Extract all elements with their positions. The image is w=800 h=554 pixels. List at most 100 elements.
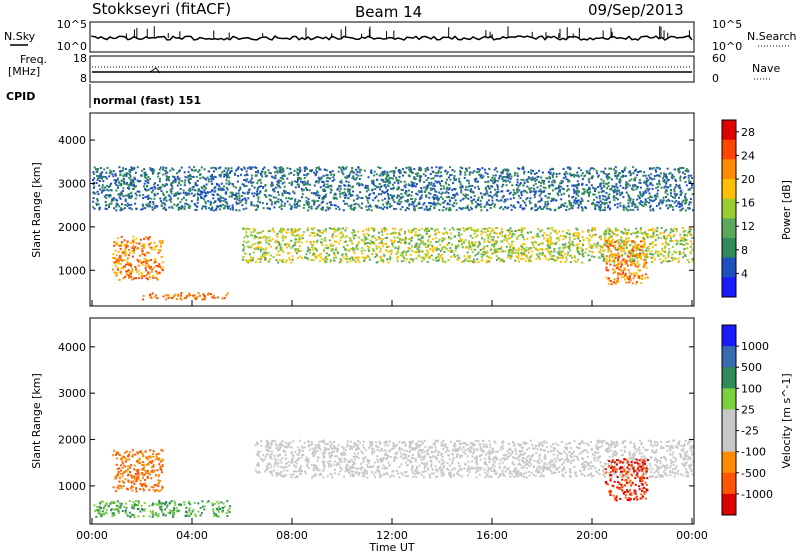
data-cell (424, 168, 427, 171)
data-cell (279, 244, 282, 246)
data-cell (631, 282, 634, 285)
data-cell (688, 227, 691, 230)
data-cell (575, 190, 577, 193)
data-cell (420, 191, 423, 194)
data-cell (420, 240, 423, 242)
data-cell (566, 185, 569, 187)
data-cell (590, 202, 593, 205)
data-cell (325, 180, 328, 183)
data-cell (611, 189, 614, 192)
data-cell (612, 272, 615, 274)
data-cell (598, 195, 601, 198)
data-cell (520, 248, 523, 251)
data-cell (219, 166, 222, 169)
data-cell (576, 247, 579, 250)
data-cell (594, 208, 597, 211)
data-cell (272, 256, 275, 259)
data-cell (646, 247, 649, 250)
data-cell (116, 268, 119, 271)
data-cell (201, 205, 204, 208)
data-cell (501, 185, 504, 188)
data-cell (461, 167, 464, 170)
data-cell (557, 194, 560, 197)
data-cell (324, 230, 327, 233)
data-cell (482, 175, 485, 178)
data-cell (518, 189, 521, 192)
data-cell (412, 202, 415, 205)
data-cell (210, 167, 213, 170)
data-cell (133, 247, 135, 250)
data-cell (555, 256, 558, 259)
data-cell (643, 203, 646, 206)
data-cell (238, 189, 241, 192)
data-cell (550, 255, 553, 258)
data-cell (633, 260, 636, 263)
data-cell (267, 251, 270, 254)
data-cell (429, 187, 432, 190)
data-cell (537, 176, 540, 178)
data-cell (448, 188, 450, 191)
data-cell (503, 239, 506, 241)
data-cell (201, 187, 204, 190)
data-cell (259, 185, 262, 188)
data-cell (408, 261, 411, 264)
data-cell (606, 197, 609, 200)
data-cell (370, 180, 373, 183)
data-cell (496, 251, 499, 254)
data-cell (414, 178, 417, 180)
data-cell (372, 180, 375, 183)
data-cell (202, 191, 204, 194)
data-cell (402, 195, 405, 198)
data-cell (630, 239, 633, 242)
data-cell (555, 237, 558, 240)
data-cell (575, 184, 578, 187)
data-cell (287, 197, 290, 200)
data-cell (365, 190, 368, 193)
data-cell (144, 235, 147, 238)
data-cell (206, 176, 209, 179)
data-cell (391, 245, 394, 248)
data-cell (379, 167, 382, 170)
data-cell (154, 257, 157, 260)
data-cell (332, 196, 335, 199)
data-cell (344, 193, 347, 196)
data-cell (488, 226, 491, 229)
data-cell (541, 208, 544, 210)
data-cell (535, 172, 538, 174)
data-cell (562, 177, 565, 180)
data-cell (281, 192, 284, 195)
data-cell (565, 232, 568, 235)
data-cell (322, 250, 325, 253)
data-cell (552, 179, 555, 182)
data-cell (650, 256, 653, 259)
data-cell (214, 167, 217, 169)
data-cell (117, 262, 120, 265)
data-cell (138, 190, 141, 193)
data-cell (270, 185, 273, 188)
data-cell (599, 204, 602, 207)
data-cell (95, 202, 98, 205)
data-cell (281, 174, 284, 177)
data-cell (446, 186, 448, 189)
data-cell (265, 247, 268, 250)
data-cell (280, 177, 283, 180)
data-cell (598, 201, 600, 204)
data-cell (242, 227, 245, 230)
data-cell (234, 173, 237, 176)
data-cell (333, 227, 336, 230)
data-cell (639, 203, 642, 206)
data-cell (144, 264, 147, 267)
data-cell (122, 195, 125, 198)
data-cell (218, 185, 221, 188)
data-cell (691, 177, 694, 180)
data-cell (455, 209, 458, 211)
data-cell (164, 172, 167, 175)
data-cell (212, 201, 215, 204)
data-cell (370, 227, 373, 230)
data-cell (401, 238, 404, 241)
data-cell (165, 175, 168, 178)
data-cell (507, 169, 510, 172)
data-cell (591, 186, 594, 189)
data-cell (686, 247, 689, 250)
data-cell (383, 254, 386, 257)
